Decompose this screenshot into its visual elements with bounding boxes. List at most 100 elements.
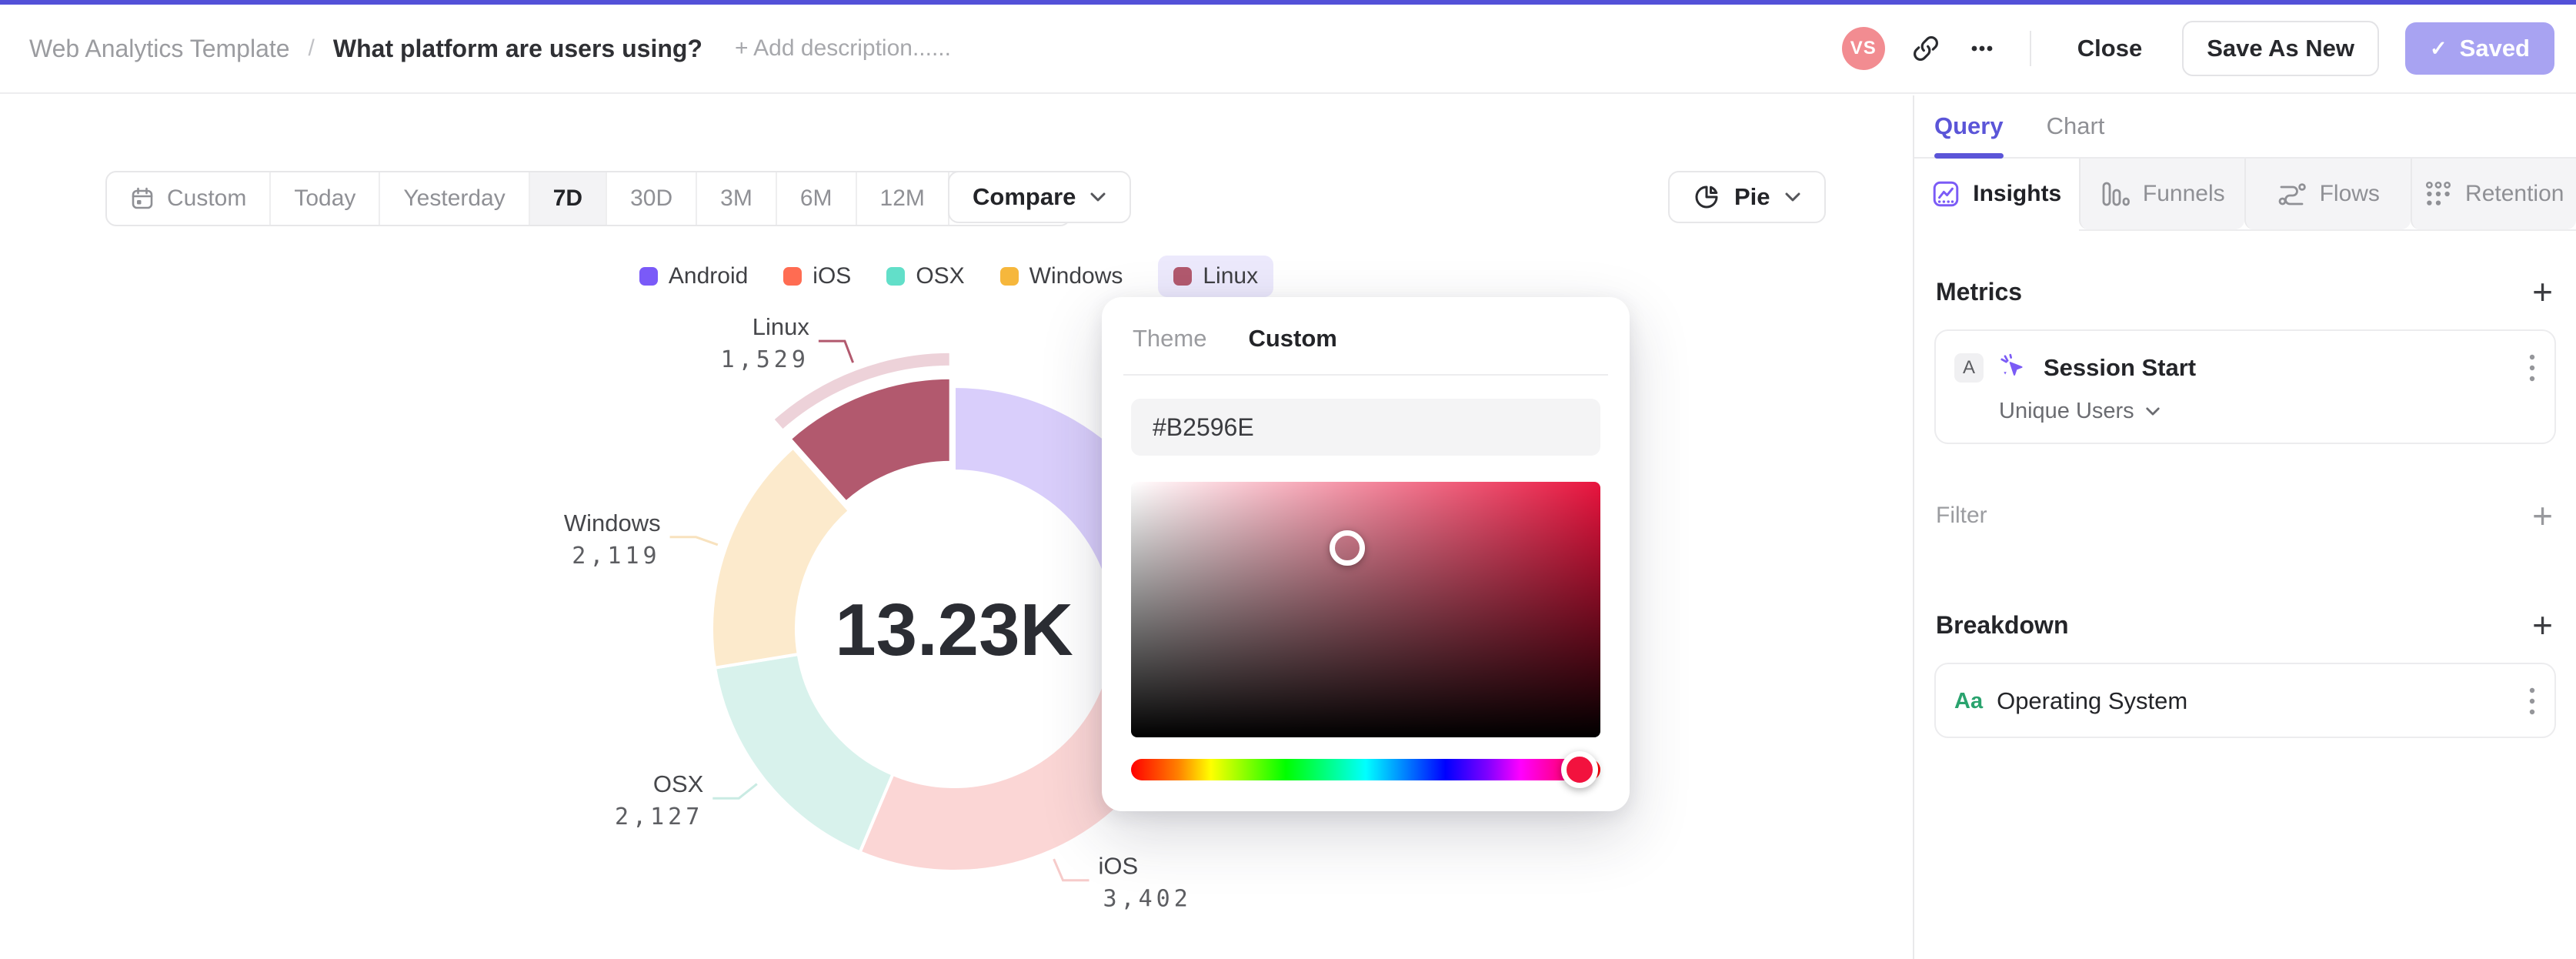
more-options-icon[interactable] <box>1967 33 1997 64</box>
color-picker-popup: Theme Custom #B2596E <box>1102 297 1630 811</box>
range-label: Yesterday <box>403 185 506 211</box>
avatar[interactable]: VS <box>1841 27 1885 70</box>
range-label: 12M <box>879 185 925 211</box>
range-option-3m[interactable]: 3M <box>696 172 776 225</box>
legend-swatch <box>1173 267 1193 286</box>
breakdown-card[interactable]: Aa Operating System <box>1934 663 2556 738</box>
calendar-icon <box>132 187 153 209</box>
analysis-tab-retention[interactable]: Retention <box>2410 159 2576 229</box>
leader-line-windows <box>669 536 719 546</box>
legend-item-linux[interactable]: Linux <box>1158 256 1274 297</box>
hex-color-input[interactable]: #B2596E <box>1131 399 1600 456</box>
range-option-yesterday[interactable]: Yesterday <box>379 172 528 225</box>
pie-slice-linux[interactable] <box>788 376 953 504</box>
legend-item-ios[interactable]: iOS <box>783 256 851 297</box>
metric-card[interactable]: A Session Start Unique Users <box>1934 329 2556 444</box>
color-picker-tabs: Theme Custom <box>1102 297 1630 374</box>
measure-dropdown[interactable]: Unique Users <box>1999 399 2536 424</box>
range-label: 6M <box>799 185 833 211</box>
analysis-tab-label: Flows <box>2319 181 2380 206</box>
legend-label: Windows <box>1029 263 1123 289</box>
range-option-today[interactable]: Today <box>269 172 379 225</box>
range-label: 3M <box>720 185 752 211</box>
legend-swatch <box>783 267 802 286</box>
hue-slider[interactable] <box>1131 751 1600 788</box>
breadcrumb-root[interactable]: Web Analytics Template <box>29 34 290 62</box>
query-sidebar: Query Chart Insights Funnels Flows Retention… <box>1913 95 2576 959</box>
filter-title: Filter <box>1936 503 1987 528</box>
color-cursor[interactable] <box>1329 530 1365 566</box>
flows-icon <box>2278 183 2306 206</box>
legend-item-osx[interactable]: OSX <box>886 256 965 297</box>
page-title[interactable]: What platform are users using? <box>332 34 702 62</box>
legend-label: Android <box>668 263 749 289</box>
range-option-6m[interactable]: 6M <box>775 172 856 225</box>
pie-slice-osx[interactable] <box>713 653 895 854</box>
range-option-12m[interactable]: 12M <box>855 172 948 225</box>
sidebar-tab-query[interactable]: Query <box>1934 95 2004 159</box>
pie-slice-windows[interactable] <box>710 446 851 670</box>
analysis-tab-insights[interactable]: Insights <box>1914 159 2079 229</box>
pie-chart-icon <box>1695 185 1718 209</box>
sidebar-tabbar: Query Chart <box>1914 95 2576 159</box>
metrics-section-header: Metrics + <box>1914 274 2576 309</box>
breakdown-section-header: Breakdown + <box>1914 607 2576 643</box>
range-option-7d[interactable]: 7D <box>528 172 606 225</box>
filter-section-header: Filter + <box>1914 498 2576 533</box>
legend-swatch <box>886 267 906 286</box>
slice-label-name: Linux <box>752 313 810 340</box>
metric-kebab-icon[interactable] <box>2528 351 2536 385</box>
date-range-selector: CustomTodayYesterday7D30D3M6M12MXTD <box>105 171 1071 226</box>
check-icon: ✓ <box>2430 36 2448 60</box>
hue-slider-handle[interactable] <box>1560 751 1598 788</box>
slice-label-value: 2,119 <box>572 543 660 570</box>
add-filter-button[interactable]: + <box>2532 496 2553 536</box>
close-button[interactable]: Close <box>2077 35 2143 62</box>
chevron-down-icon <box>1785 192 1800 202</box>
saved-label: Saved <box>2459 35 2530 62</box>
chart-total-value: 13.23K <box>835 589 1073 671</box>
header: Web Analytics Template / What platform a… <box>0 5 2576 94</box>
picker-tab-custom[interactable]: Custom <box>1248 325 1337 352</box>
compare-button[interactable]: Compare <box>948 171 1132 223</box>
breakdown-kebab-icon[interactable] <box>2528 684 2536 718</box>
breakdown-property-name: Operating System <box>1997 687 2188 714</box>
metric-series-badge: A <box>1954 353 1984 383</box>
legend-swatch <box>639 267 658 286</box>
retention-icon <box>2425 181 2451 206</box>
header-divider <box>2029 31 2031 66</box>
leader-line-osx <box>712 783 758 800</box>
range-label: 7D <box>552 185 583 211</box>
legend-label: iOS <box>813 263 852 289</box>
save-as-new-button[interactable]: Save As New <box>2182 21 2380 76</box>
header-actions: VS Close Save As New ✓ Saved <box>1841 21 2554 76</box>
sidebar-tab-chart[interactable]: Chart <box>2046 112 2105 139</box>
add-metric-button[interactable]: + <box>2532 272 2553 312</box>
highlight-band-linux <box>770 349 953 433</box>
metric-name: Session Start <box>2044 354 2197 381</box>
range-option-30d[interactable]: 30D <box>606 172 696 225</box>
range-option-custom[interactable]: Custom <box>107 172 269 225</box>
legend-item-windows[interactable]: Windows <box>999 256 1123 297</box>
range-label: Custom <box>167 185 247 211</box>
chart-legend: Android iOS OSX Windows Linux <box>0 256 1913 297</box>
analysis-tab-label: Retention <box>2465 181 2564 206</box>
analysis-tab-flows[interactable]: Flows <box>2244 159 2411 229</box>
share-link-icon[interactable] <box>1911 34 1940 63</box>
analysis-tab-funnels[interactable]: Funnels <box>2078 159 2244 229</box>
add-description-button[interactable]: + Add description...... <box>734 35 951 61</box>
chart-type-label: Pie <box>1734 183 1770 210</box>
picker-tab-theme[interactable]: Theme <box>1133 325 1207 352</box>
analysis-tab-label: Insights <box>1973 181 2062 206</box>
compare-label: Compare <box>973 183 1076 210</box>
saturation-value-panel[interactable] <box>1131 482 1600 737</box>
legend-item-android[interactable]: Android <box>639 256 748 297</box>
add-breakdown-button[interactable]: + <box>2532 605 2553 645</box>
legend-swatch <box>999 267 1019 286</box>
leader-line-ios <box>1053 858 1089 882</box>
insights-icon <box>1933 181 1959 207</box>
analysis-tab-label: Funnels <box>2142 181 2225 206</box>
chart-type-button[interactable]: Pie <box>1668 171 1826 223</box>
saved-button[interactable]: ✓ Saved <box>2405 22 2554 75</box>
